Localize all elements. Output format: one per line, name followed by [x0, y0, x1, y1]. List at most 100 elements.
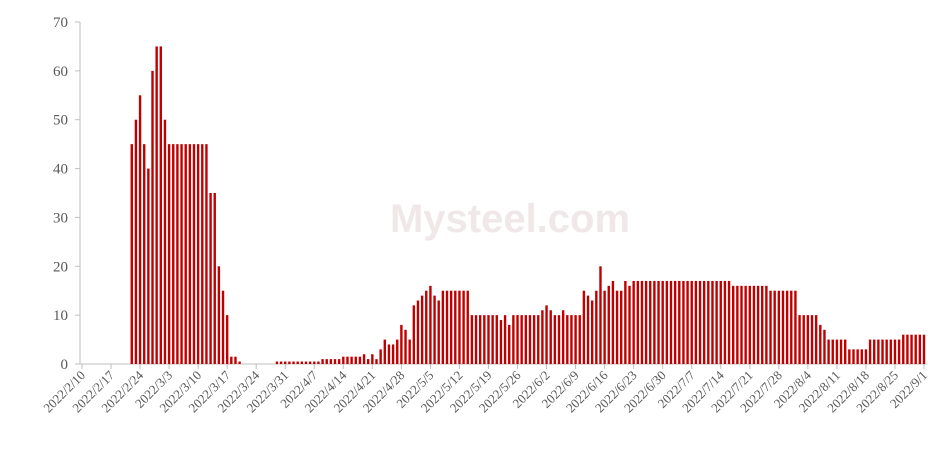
bar [756, 285, 760, 364]
bar [532, 315, 536, 364]
bar [632, 280, 635, 364]
bar [686, 280, 689, 364]
bar [346, 356, 349, 364]
bar [288, 361, 291, 364]
bar [823, 329, 826, 364]
watermark: Mysteel.com [390, 197, 630, 241]
bar [483, 315, 486, 364]
bar [462, 290, 465, 364]
bar [595, 290, 598, 364]
bar [317, 361, 320, 364]
bar [877, 339, 880, 364]
bar [528, 315, 532, 364]
bar [284, 361, 287, 364]
bar [636, 280, 640, 364]
bar [512, 315, 515, 364]
bar [586, 295, 590, 364]
bar [478, 315, 482, 364]
bar [831, 339, 834, 364]
bar [827, 339, 830, 364]
bar [296, 361, 299, 364]
bar [752, 285, 756, 364]
bar [889, 339, 893, 364]
bar [682, 280, 685, 364]
bar [744, 285, 747, 364]
bar [495, 315, 498, 364]
bar [225, 315, 229, 364]
bar [661, 280, 664, 364]
y-tick-label: 60 [53, 64, 68, 80]
bar [350, 356, 353, 364]
bar [802, 315, 805, 364]
bar [449, 290, 453, 364]
y-tick-label: 0 [61, 357, 69, 373]
y-tick-label: 40 [53, 162, 68, 178]
bar [184, 144, 187, 364]
bar [694, 280, 698, 364]
bar [773, 290, 776, 364]
bar [172, 144, 175, 364]
bar [192, 144, 196, 364]
bar [881, 339, 884, 364]
bar [839, 339, 843, 364]
bar [209, 193, 212, 364]
bar [578, 315, 581, 364]
bar [678, 280, 681, 364]
bar [615, 290, 619, 364]
bar [649, 280, 652, 364]
bar [736, 285, 739, 364]
bar [566, 315, 569, 364]
bar [727, 280, 731, 364]
bar [433, 295, 436, 364]
bar [603, 290, 606, 364]
bar [176, 144, 179, 364]
bar [487, 315, 490, 364]
bar [342, 356, 345, 364]
bar [188, 144, 192, 364]
bar [474, 315, 478, 364]
bar [425, 290, 428, 364]
bar [304, 361, 308, 364]
bar [201, 144, 204, 364]
bar [814, 315, 818, 364]
bar [545, 305, 548, 364]
bar [151, 70, 154, 364]
bar [503, 315, 507, 364]
bar [516, 315, 519, 364]
bar [860, 349, 863, 364]
bar [420, 295, 424, 364]
bar [387, 344, 391, 364]
bar [906, 334, 909, 364]
bar [454, 290, 457, 364]
bar [653, 280, 656, 364]
bar [868, 339, 872, 364]
bar [379, 349, 382, 364]
bar [362, 354, 366, 364]
bar [292, 361, 295, 364]
bar [748, 285, 751, 364]
bar [329, 359, 333, 364]
bar [698, 280, 702, 364]
bar [765, 285, 768, 364]
bar [537, 315, 540, 364]
y-tick-label: 50 [53, 113, 68, 129]
bar [337, 359, 341, 364]
bar [333, 359, 337, 364]
bar [279, 361, 283, 364]
bar [205, 144, 208, 364]
bar [794, 290, 797, 364]
bar [711, 280, 714, 364]
bar [599, 266, 602, 364]
bar [557, 315, 561, 364]
bar [690, 280, 693, 364]
bar [785, 290, 789, 364]
bar [275, 361, 279, 364]
bar [230, 356, 233, 364]
bar [383, 339, 386, 364]
bar [715, 280, 718, 364]
bar [541, 310, 544, 364]
y-tick-label: 10 [53, 308, 68, 324]
bar [180, 144, 183, 364]
bar [163, 119, 167, 364]
